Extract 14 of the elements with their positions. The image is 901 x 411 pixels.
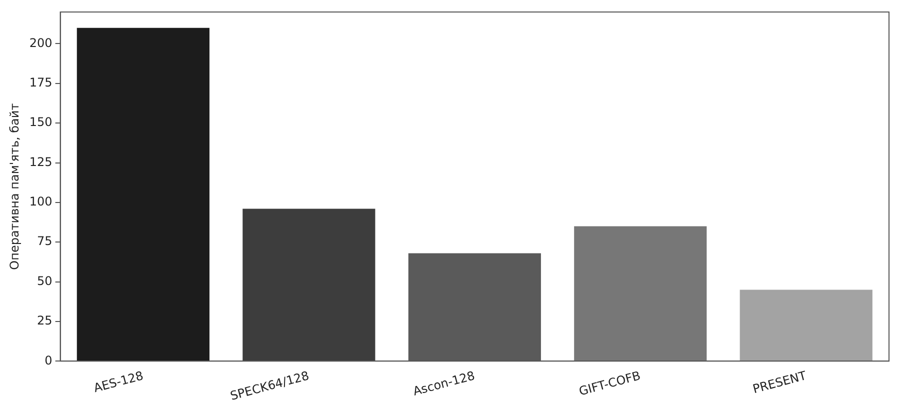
y-tick-label: 125 bbox=[29, 154, 52, 169]
bar bbox=[76, 28, 210, 361]
bar bbox=[242, 208, 376, 361]
bar bbox=[740, 290, 872, 361]
y-tick-label: 150 bbox=[29, 115, 52, 130]
y-tick-label: 75 bbox=[37, 234, 52, 248]
y-tick-label: 100 bbox=[29, 194, 52, 209]
y-tick-label: 200 bbox=[29, 36, 52, 50]
y-axis-title: Оперативна пам'ять, байт bbox=[7, 103, 22, 270]
y-tick-label: 25 bbox=[37, 314, 52, 328]
y-tick-label: 50 bbox=[37, 274, 52, 288]
bar bbox=[574, 226, 707, 361]
y-tick-label: 175 bbox=[29, 76, 52, 90]
y-tick-label: 0 bbox=[44, 353, 52, 368]
